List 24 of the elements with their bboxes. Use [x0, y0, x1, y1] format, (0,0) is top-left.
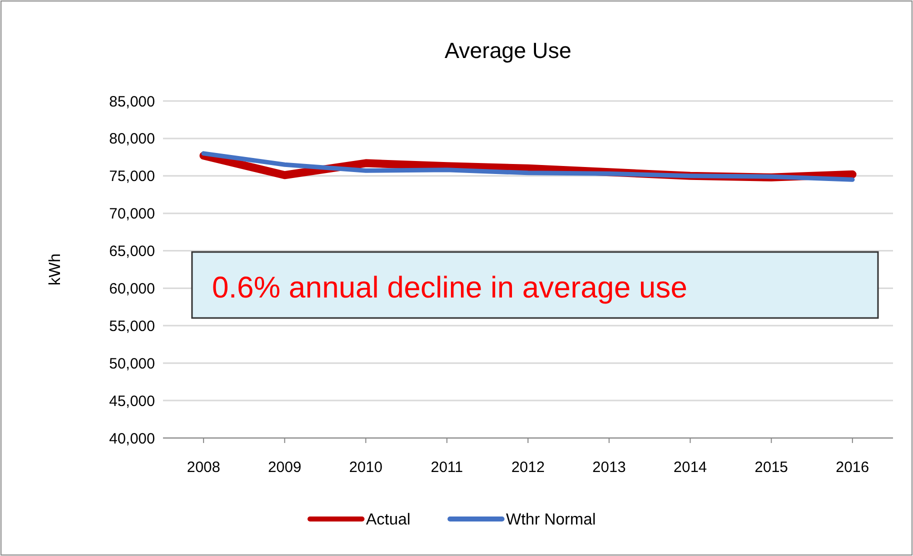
y-axis-title: kWh: [47, 254, 64, 286]
y-tick-label: 80,000: [109, 130, 155, 148]
x-tick-label: 2012: [511, 459, 545, 476]
y-tick-label: 45,000: [109, 392, 155, 410]
x-tick-label: 2016: [836, 459, 870, 476]
x-tick-label: 2013: [592, 459, 626, 476]
x-tick-label: 2015: [754, 459, 788, 476]
y-tick-label: 50,000: [109, 355, 155, 372]
legend-label: Wthr Normal: [506, 512, 596, 529]
y-tick-label: 60,000: [109, 280, 155, 298]
legend-label: Actual: [366, 512, 410, 529]
y-tick-label: 55,000: [109, 318, 155, 335]
x-tick-label: 2008: [186, 459, 220, 476]
y-tick-label: 65,000: [109, 243, 155, 260]
y-tick-label: 75,000: [109, 168, 155, 186]
y-tick-label: 40,000: [109, 430, 155, 448]
chart-title: Average Use: [444, 38, 572, 63]
y-tick-label: 85,000: [109, 93, 155, 110]
annotation: 0.6% annual decline in average use: [212, 272, 688, 304]
x-tick-label: 2014: [674, 459, 707, 476]
y-tick-label: 70,000: [109, 206, 155, 223]
x-tick-label: 2009: [268, 459, 302, 476]
x-tick-label: 2011: [430, 459, 464, 476]
x-tick-label: 2010: [349, 459, 382, 476]
